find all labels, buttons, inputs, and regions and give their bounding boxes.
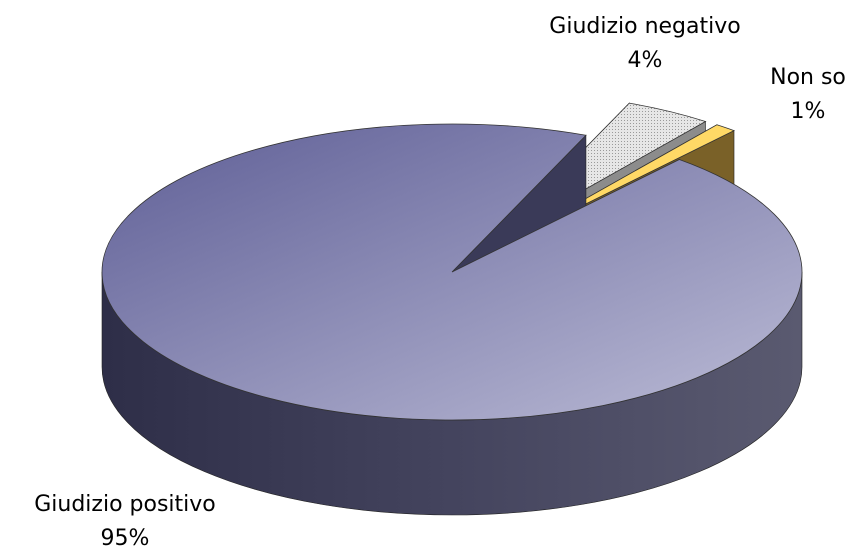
pie-slice xyxy=(101,123,803,421)
slice-label: Giudizio negativo xyxy=(549,14,740,39)
slice-label: Non so xyxy=(770,65,846,90)
slice-label: Giudizio positivo xyxy=(34,492,216,517)
slice-value-label: 95% xyxy=(101,526,150,548)
slice-value-label: 1% xyxy=(791,99,826,124)
slice-value-label: 4% xyxy=(628,48,663,73)
